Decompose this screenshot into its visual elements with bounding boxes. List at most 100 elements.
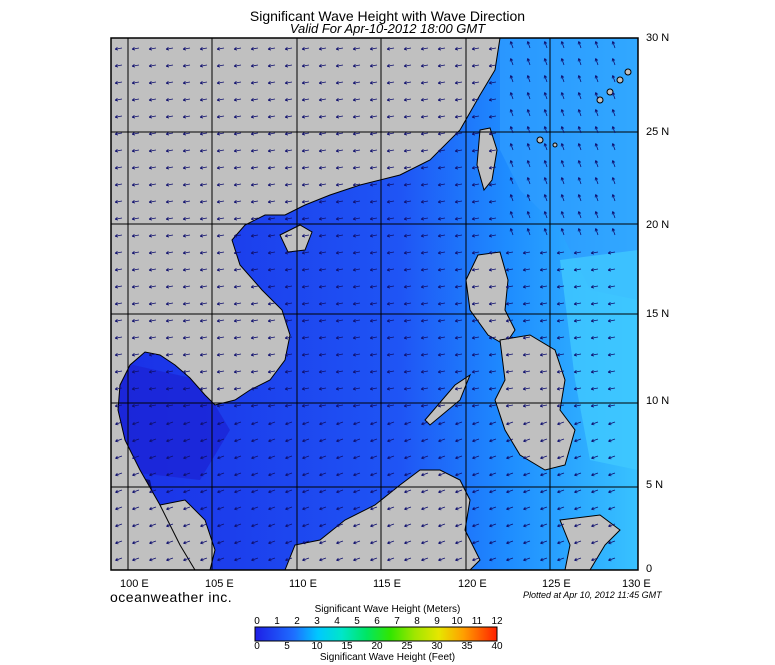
wave-arrow [284, 353, 293, 357]
wave-arrow [590, 404, 599, 408]
wave-arrow [148, 149, 157, 153]
wave-arrow [114, 404, 123, 408]
wave-arrow [131, 336, 140, 340]
wave-arrow [420, 200, 429, 204]
wave-arrow [200, 523, 208, 528]
wave-arrow [335, 234, 344, 238]
wave-arrow [285, 438, 293, 443]
wave-arrow [488, 81, 497, 85]
wave-arrow [352, 319, 361, 323]
wave-arrow [182, 98, 191, 102]
wave-arrow [471, 353, 480, 357]
wave-arrow [607, 285, 616, 289]
wave-arrow [165, 64, 174, 68]
wave-arrow [523, 489, 531, 494]
wave-arrow [556, 302, 565, 306]
wave-arrow [318, 149, 327, 153]
wave-arrow [420, 81, 429, 85]
wave-arrow [437, 387, 446, 391]
wave-arrow [369, 387, 378, 391]
wave-arrow [454, 149, 463, 153]
wave-arrow [488, 200, 497, 204]
wave-arrow [607, 404, 616, 408]
wave-arrow [403, 353, 412, 357]
wave-arrow [420, 217, 429, 221]
wave-arrow [421, 472, 429, 477]
wave-arrow [526, 92, 531, 100]
wave-arrow [267, 336, 276, 340]
wave-arrow [353, 489, 361, 494]
wave-arrow [387, 506, 395, 511]
wave-arrow [352, 183, 361, 187]
wave-arrow [573, 336, 582, 340]
wave-arrow [302, 489, 310, 494]
wave-arrow [149, 506, 157, 511]
wave-arrow [131, 268, 140, 272]
wave-arrow [437, 200, 446, 204]
wave-arrow [574, 421, 582, 426]
wave-arrow [352, 200, 361, 204]
wave-arrow [352, 387, 361, 391]
wave-arrow [539, 285, 548, 289]
wave-arrow [505, 285, 514, 289]
wave-arrow [560, 228, 565, 236]
wave-arrow [509, 92, 514, 100]
wave-arrow [420, 47, 429, 51]
wave-arrow [319, 540, 327, 545]
wave-arrow [506, 455, 514, 460]
wave-arrow [370, 489, 378, 494]
lon-label-110: 110 E [289, 578, 317, 590]
wave-arrow [165, 217, 174, 221]
wave-arrow [318, 234, 327, 238]
scale-meters-label: Significant Wave Height (Meters) [314, 604, 461, 615]
wave-arrow [233, 336, 242, 340]
wave-arrow [284, 319, 293, 323]
wave-arrow [369, 251, 378, 255]
wave-arrow [199, 98, 208, 102]
wave-arrow [284, 268, 293, 272]
wave-arrow [386, 302, 395, 306]
wave-arrow [506, 472, 514, 477]
wave-arrow [420, 336, 429, 340]
wave-arrow [285, 523, 293, 528]
wave-arrow [539, 319, 548, 323]
wave-arrow [165, 370, 174, 374]
wave-arrow [454, 64, 463, 68]
wave-arrow [233, 115, 242, 119]
wave-arrow [454, 183, 463, 187]
wave-arrow [437, 217, 446, 221]
wave-arrow [370, 472, 378, 477]
wave-arrow [488, 64, 497, 68]
wave-arrow [455, 557, 463, 562]
wave-arrow [165, 47, 174, 51]
wave-arrow [421, 438, 429, 443]
wave-arrow [251, 421, 259, 426]
wave-arrow [471, 336, 480, 340]
wave-arrow [591, 472, 599, 477]
wave-arrow [370, 506, 378, 511]
wave-arrow [471, 64, 480, 68]
wave-arrow [267, 302, 276, 306]
wave-arrow [268, 421, 276, 426]
wave-arrow [369, 64, 378, 68]
wave-arrow [114, 370, 123, 374]
wave-arrow [149, 489, 157, 494]
wave-arrow [200, 489, 208, 494]
wave-arrow [509, 160, 514, 168]
wave-arrow [437, 47, 446, 51]
wave-arrow [217, 421, 225, 426]
wave-arrow [352, 149, 361, 153]
lat-label-10: 10 N [646, 395, 670, 407]
wave-arrow [591, 540, 599, 545]
wave-arrow [404, 506, 412, 511]
wave-arrow [594, 177, 599, 185]
wave-arrow [132, 455, 140, 460]
wave-arrow [522, 268, 531, 272]
wave-arrow [611, 58, 616, 66]
wave-arrow [420, 319, 429, 323]
wave-arrow [574, 557, 582, 562]
wave-arrow [233, 370, 242, 374]
wave-arrow [284, 166, 293, 170]
wave-arrow [523, 540, 531, 545]
wave-arrow [455, 421, 463, 426]
